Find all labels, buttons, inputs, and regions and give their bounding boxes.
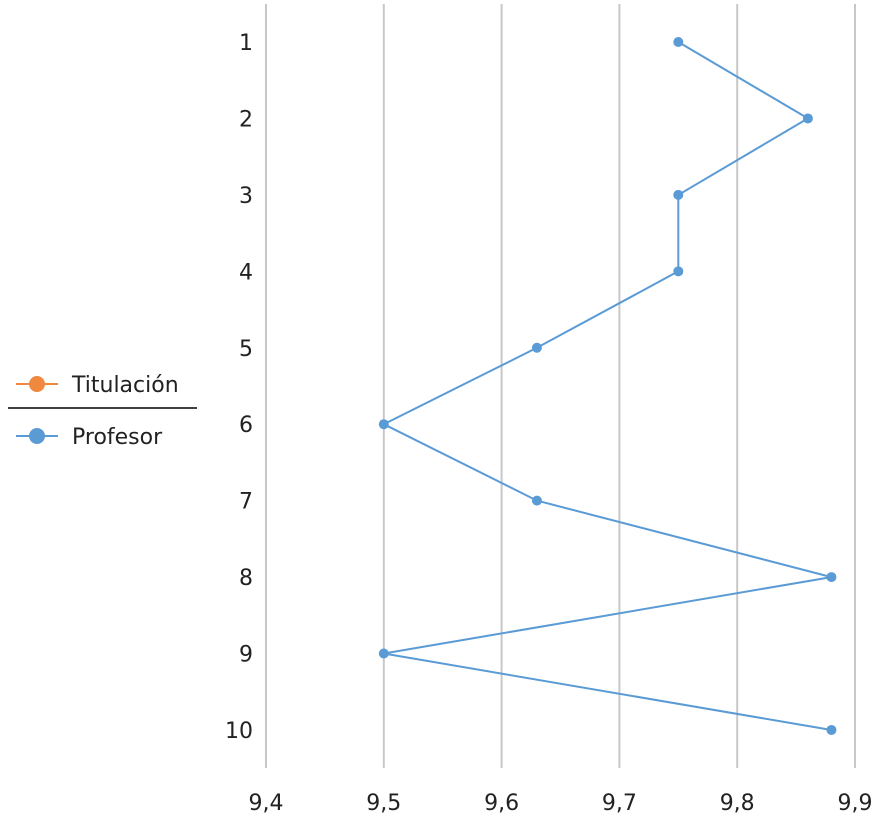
y-tick-label: 2 bbox=[239, 107, 253, 132]
x-tick-label: 9,6 bbox=[484, 791, 519, 816]
x-tick-label: 9,8 bbox=[720, 791, 755, 816]
x-tick-label: 9,5 bbox=[366, 791, 401, 816]
x-tick-label: 9,9 bbox=[838, 791, 873, 816]
x-tick-label: 9,7 bbox=[602, 791, 637, 816]
legend-label: Titulación bbox=[71, 373, 179, 398]
legend-marker bbox=[29, 428, 45, 444]
legend: Titulación Profesor bbox=[8, 373, 197, 450]
data-point bbox=[531, 342, 542, 353]
y-tick-label: 8 bbox=[239, 566, 253, 591]
data-point bbox=[378, 419, 389, 430]
x-tick-label: 9,4 bbox=[249, 791, 284, 816]
series-line-1 bbox=[381, 41, 832, 731]
data-point bbox=[531, 495, 542, 506]
legend-entry-0: Titulación bbox=[16, 373, 179, 398]
y-tick-label: 7 bbox=[239, 490, 253, 515]
x-axis-ticks: 9,4 9,5 9,6 9,7 9,8 9,9 bbox=[249, 791, 873, 816]
legend-label: Profesor bbox=[72, 425, 163, 450]
data-point bbox=[802, 113, 813, 124]
y-axis-ticks: 1 2 3 4 5 6 7 8 9 10 bbox=[225, 31, 253, 744]
legend-entry-1: Profesor bbox=[16, 425, 163, 450]
data-point bbox=[673, 266, 684, 277]
data-point bbox=[673, 37, 684, 47]
y-tick-label: 1 bbox=[239, 31, 253, 56]
y-tick-label: 5 bbox=[239, 337, 253, 362]
data-point bbox=[378, 648, 389, 659]
y-tick-label: 4 bbox=[239, 260, 253, 285]
y-tick-label: 3 bbox=[239, 184, 253, 209]
data-point bbox=[826, 572, 837, 583]
data-point bbox=[826, 724, 837, 735]
y-tick-label: 9 bbox=[239, 643, 253, 668]
legend-marker bbox=[29, 376, 45, 392]
data-point bbox=[673, 189, 684, 200]
gridlines bbox=[265, 4, 856, 768]
y-tick-label: 6 bbox=[239, 413, 253, 438]
series-layer bbox=[378, 37, 837, 735]
y-tick-label: 10 bbox=[225, 719, 253, 744]
